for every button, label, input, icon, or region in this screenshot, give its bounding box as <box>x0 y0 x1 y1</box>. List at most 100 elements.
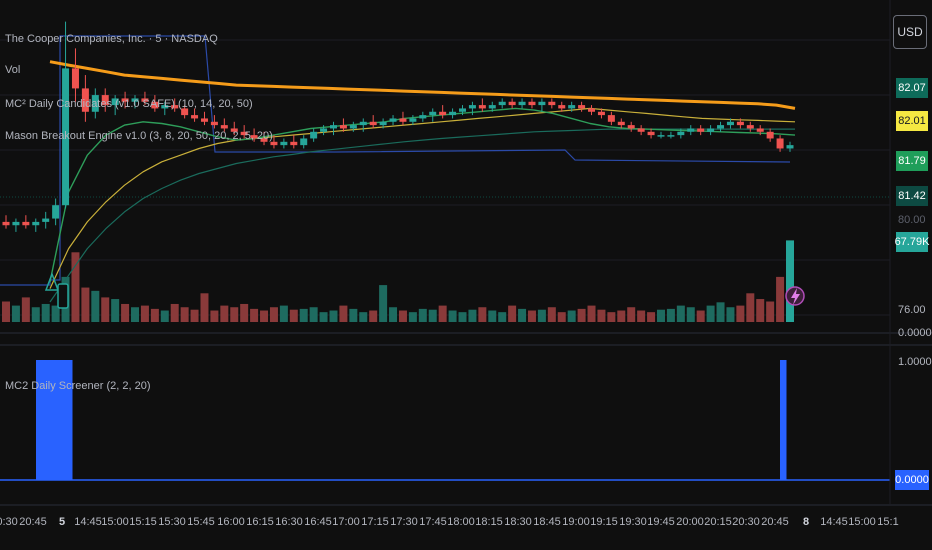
volume-bar <box>637 310 646 322</box>
volume-bar <box>696 310 705 322</box>
grid <box>0 39 890 316</box>
candle-body <box>776 138 784 149</box>
volume-bar <box>518 308 527 322</box>
volume-bar <box>448 310 457 322</box>
volume-bar <box>91 290 100 322</box>
candle-body <box>498 101 506 106</box>
signal-markers <box>44 271 805 309</box>
candle-body <box>260 138 268 142</box>
candle-body <box>210 121 218 126</box>
volume-bar <box>220 305 229 322</box>
candle-body <box>240 131 248 136</box>
candle-body <box>2 221 10 226</box>
candle-body <box>290 141 298 146</box>
volume-bar <box>230 307 239 322</box>
candle-body <box>200 118 208 122</box>
volume-bar <box>676 305 685 322</box>
volume-bar <box>71 252 80 322</box>
candle-body <box>220 125 228 129</box>
volume-bar <box>359 312 368 322</box>
candlesticks <box>2 21 794 232</box>
time-tick-label: 19:45 <box>647 516 675 528</box>
candle-body <box>736 121 744 126</box>
screener-bar <box>66 360 73 480</box>
volume-bar <box>408 312 417 322</box>
volume-bar <box>21 297 30 322</box>
volume-bar <box>200 293 209 322</box>
candle-body <box>62 68 70 206</box>
price-tag-ema-yellow: 82.01 <box>896 111 928 131</box>
volume-bar <box>121 303 130 322</box>
legend-mc2-daily-screener[interactable]: MC2 Daily Screener (2, 2, 20) <box>5 380 151 392</box>
candle-body <box>389 118 397 122</box>
candle-body <box>161 105 169 109</box>
lightning-icon <box>791 288 800 305</box>
time-tick-label: 18:30 <box>504 516 532 528</box>
time-tick-label: 15:1 <box>877 516 899 528</box>
currency-selector[interactable]: USD <box>893 15 927 49</box>
ema-yellow-line <box>49 107 796 289</box>
price-axis-label-76: 76.00 <box>898 304 926 316</box>
legend-vol[interactable]: Vol <box>5 64 21 76</box>
volume-bar <box>716 302 725 322</box>
candle-body <box>468 105 476 109</box>
candle-body <box>250 135 258 139</box>
volume-bar <box>438 305 447 322</box>
volume-bar <box>587 305 596 322</box>
volume-bar <box>776 276 785 322</box>
volume-bar <box>111 299 120 322</box>
screener-bar <box>60 360 67 480</box>
volume-bar <box>319 312 328 322</box>
candle-body <box>121 98 129 102</box>
candle-body <box>181 108 189 116</box>
time-tick-label: 16:15 <box>246 516 274 528</box>
candle-body <box>131 98 139 102</box>
candle-body <box>329 125 337 129</box>
time-tick-label: 20:00 <box>676 516 704 528</box>
candle-body <box>538 101 546 106</box>
candle-body <box>320 128 328 132</box>
time-tick-label: 19:30 <box>619 516 647 528</box>
entry-marker <box>57 283 69 309</box>
volume-bar <box>458 312 467 322</box>
candle-body <box>439 111 447 116</box>
volume-bar <box>240 303 249 322</box>
candle-body <box>429 111 437 116</box>
volume-bar <box>666 308 675 322</box>
ema-orange-line <box>49 60 796 110</box>
volume-bar <box>51 305 60 322</box>
volume-bar <box>31 307 40 322</box>
legend-mason-breakout-engine[interactable]: Mason Breakout Engine v1.0 (3, 8, 20, 50… <box>5 130 273 142</box>
volume-bar <box>269 307 278 322</box>
volume-bar <box>766 301 775 322</box>
volume-bar <box>309 307 318 322</box>
candle-body <box>71 68 79 89</box>
candle-body <box>627 125 635 129</box>
volume-bar <box>349 308 358 322</box>
candle-body <box>717 125 725 129</box>
candle-body <box>617 121 625 126</box>
candle-body <box>607 115 615 122</box>
screener-bars <box>0 360 890 481</box>
volume-bar <box>160 310 169 322</box>
volume-axis-zero: 0.0000 <box>898 327 932 339</box>
volume-bar <box>131 307 140 322</box>
volume-bar <box>260 310 269 322</box>
candle-body <box>141 98 149 102</box>
volume-bar <box>150 308 159 322</box>
candle-body <box>746 125 754 129</box>
candle-body <box>707 128 715 132</box>
volume-bar <box>656 309 665 322</box>
symbol-title[interactable]: The Cooper Companies, Inc. · 5 · NASDAQ <box>5 33 218 45</box>
volume-bar <box>339 305 348 322</box>
time-tick-label: 17:15 <box>361 516 389 528</box>
candle-body <box>687 128 695 132</box>
legend-mc-daily-candidates[interactable]: MC² Daily Candidates (v1.0 SAFE) (10, 14… <box>5 98 253 110</box>
price-tag-ema-green: 81.79 <box>896 151 928 171</box>
time-tick-label: 16:00 <box>217 516 245 528</box>
candle-body <box>191 115 199 119</box>
time-tick-label: 8 <box>802 516 810 528</box>
candle-body <box>766 131 774 139</box>
candle-body <box>548 101 556 106</box>
